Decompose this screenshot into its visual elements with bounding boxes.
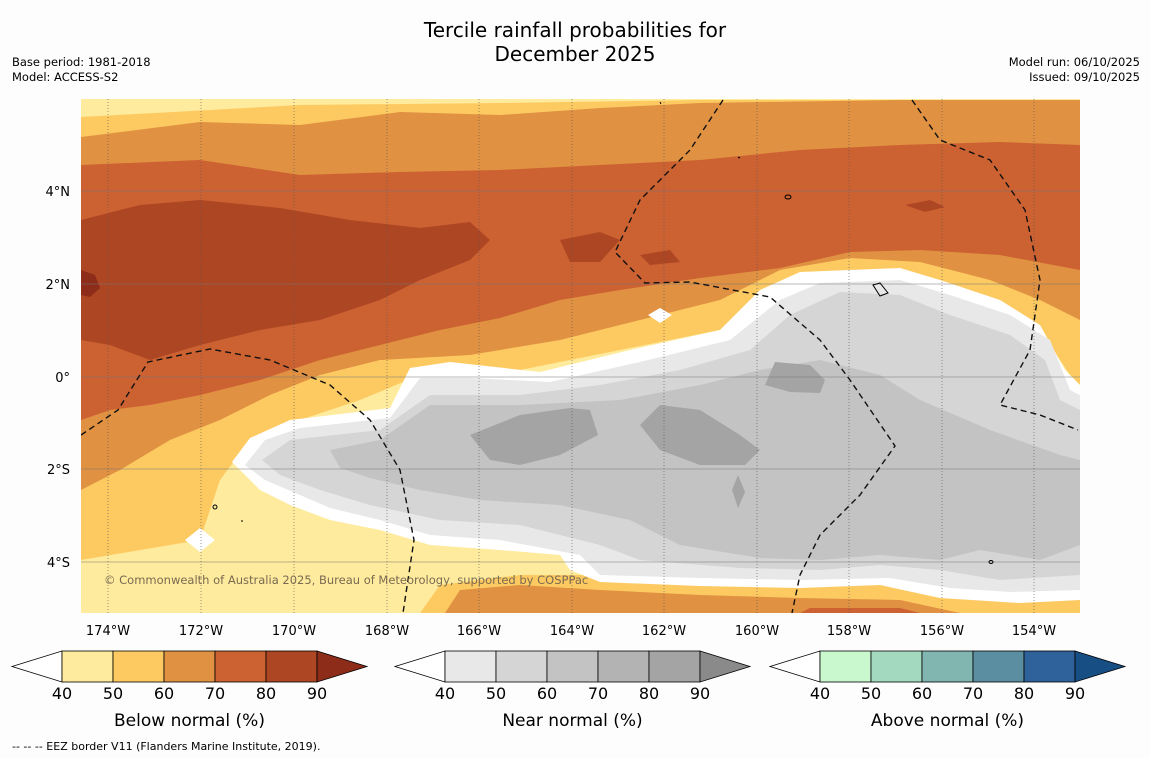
legend-swatch (597, 650, 650, 683)
legend-swatch (316, 650, 369, 683)
legend-swatch (444, 650, 497, 683)
legend-title: Below normal (%) (114, 711, 265, 731)
legend-swatch (163, 650, 216, 683)
title-line-1: Tercile rainfall probabilities for (423, 18, 727, 42)
legend-swatch (10, 650, 63, 683)
region-white-patch (648, 308, 672, 323)
eez-borders (81, 99, 1079, 613)
legend-tick-label: 50 (486, 684, 506, 703)
legend-swatch (214, 650, 267, 683)
legend-swatch (1074, 650, 1127, 683)
legend-swatch (1023, 650, 1076, 683)
legend-swatch (112, 650, 165, 683)
legend-tick-label: 60 (154, 684, 174, 703)
lat-label: 2°S (47, 463, 70, 478)
region-white-patch-b (185, 528, 215, 552)
legend-tick-label: 80 (256, 684, 276, 703)
lon-label: 166°W (457, 624, 501, 639)
region-below-90plus (81, 270, 100, 297)
region-near-80-90-c (765, 362, 825, 393)
legend-swatch (648, 650, 701, 683)
footnote: -- -- -- EEZ border V11 (Flanders Marine… (12, 740, 321, 753)
legend-tick-label: 40 (810, 684, 830, 703)
legend-swatch (768, 650, 821, 683)
model-name: Model: ACCESS-S2 (12, 70, 119, 84)
legend-swatch (61, 650, 114, 683)
lon-label: 172°W (179, 624, 223, 639)
lon-label: 158°W (827, 624, 871, 639)
legend-tick-label: 90 (1065, 684, 1085, 703)
legend-swatch (265, 650, 318, 683)
legend-tick-label: 40 (52, 684, 72, 703)
legend-tick-label: 40 (435, 684, 455, 703)
region-below-bottom-70-80 (800, 608, 920, 613)
lat-label: 4°S (47, 556, 70, 571)
model-run: Model run: 06/10/2025 (1008, 55, 1140, 69)
lon-label: 154°W (1012, 624, 1056, 639)
legend-swatch (921, 650, 974, 683)
legend-tick-label: 80 (639, 684, 659, 703)
legend-tick-label: 90 (690, 684, 710, 703)
region-near-80-90 (470, 408, 598, 465)
region-below-70-80 (81, 142, 1080, 420)
islands (212, 101, 994, 564)
legend-tick-label: 70 (963, 684, 983, 703)
issued-date: Issued: 09/10/2025 (1029, 70, 1140, 84)
info-right: Model run: 06/10/2025 Issued: 09/10/2025 (1009, 55, 1140, 85)
region-below-bottom-60-70 (445, 585, 960, 613)
legend-tick-label: 90 (307, 684, 327, 703)
legend-tick-label: 60 (912, 684, 932, 703)
legend-swatch (393, 650, 446, 683)
legend-tick-label: 50 (103, 684, 123, 703)
title-line-2: December 2025 (494, 42, 656, 66)
map-title: Tercile rainfall probabilities for Decem… (0, 18, 1150, 66)
legend-tick-label: 70 (205, 684, 225, 703)
legend-swatch (699, 650, 752, 683)
lat-labels: 4°N 2°N 0° 2°S 4°S (46, 185, 71, 571)
below-normal-legend: 40 50 60 70 80 90 Below normal (%) (10, 650, 369, 731)
lon-label: 156°W (920, 624, 964, 639)
map-contours: © Commonwealth of Australia 2025, Bureau… (81, 99, 1080, 613)
lon-labels: 174°W 172°W 170°W 168°W 166°W 164°W 162°… (86, 624, 1056, 639)
region-near-80-90-d (732, 475, 745, 508)
legend-swatch (870, 650, 923, 683)
legend-tick-label: 50 (861, 684, 881, 703)
lon-label: 162°W (642, 624, 686, 639)
base-period: Base period: 1981-2018 (12, 55, 151, 69)
legend-swatch (972, 650, 1025, 683)
lon-label: 164°W (550, 624, 594, 639)
region-below-80-90-d (905, 200, 945, 212)
info-left: Base period: 1981-2018 Model: ACCESS-S2 (12, 55, 151, 85)
near-normal-legend: 40 50 60 70 80 90 Near normal (%) (393, 650, 752, 731)
legend-tick-label: 70 (588, 684, 608, 703)
lat-label: 4°N (46, 185, 71, 200)
lon-label: 170°W (272, 624, 316, 639)
legend-swatch (495, 650, 548, 683)
lon-label: 168°W (365, 624, 409, 639)
above-normal-legend: 40 50 60 70 80 90 Above normal (%) (768, 650, 1127, 731)
region-below-80-90-b (560, 232, 620, 262)
lon-label: 160°W (735, 624, 779, 639)
copyright-text: © Commonwealth of Australia 2025, Bureau… (104, 573, 588, 587)
lat-label: 0° (55, 371, 70, 386)
region-below-80-90 (81, 200, 490, 360)
legend-title: Near normal (%) (502, 711, 642, 731)
lon-label: 174°W (86, 624, 130, 639)
lat-grid-lines (81, 190, 1080, 563)
legend-tick-label: 60 (537, 684, 557, 703)
lat-label: 2°N (46, 278, 71, 293)
region-below-80-90-c (640, 250, 680, 265)
legend-tick-label: 80 (1014, 684, 1034, 703)
region-near-80-90-b (640, 405, 760, 465)
legend-title: Above normal (%) (871, 711, 1024, 731)
legend-swatch (546, 650, 599, 683)
legend-swatch (819, 650, 872, 683)
legends: 40 50 60 70 80 90 Below normal (%) 40 50 60 70 80 90… (10, 650, 1127, 731)
